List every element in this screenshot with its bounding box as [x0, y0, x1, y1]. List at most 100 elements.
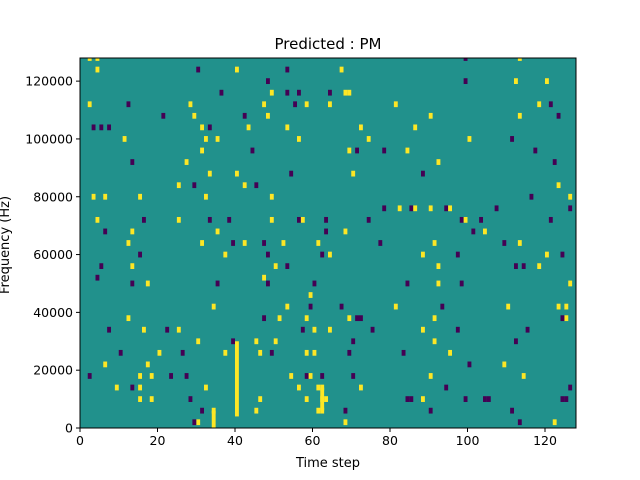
heatmap-cell: [401, 349, 406, 356]
heatmap-cell: [107, 326, 112, 333]
heatmap-cell: [269, 193, 274, 200]
heatmap-cell: [273, 338, 278, 345]
heatmap-cell: [463, 58, 468, 61]
heatmap-cell: [204, 193, 208, 200]
x-axis-label: Time step: [295, 456, 360, 471]
heatmap-cell: [351, 338, 356, 345]
heatmap-cell: [184, 373, 189, 379]
heatmap-cell: [126, 240, 131, 246]
chart-title: Predicted : PM: [275, 35, 382, 53]
heatmap-cell: [560, 315, 565, 322]
heatmap-background: [80, 58, 576, 428]
heatmap-cell: [289, 170, 294, 177]
heatmap-cell: [200, 124, 205, 131]
heatmap-cell: [308, 373, 313, 379]
heatmap-cell: [304, 315, 309, 322]
heatmap-cell: [421, 251, 425, 258]
heatmap-cell: [413, 124, 418, 131]
x-tick-label: 0: [76, 433, 84, 448]
heatmap-cell: [293, 101, 298, 108]
heatmap-cell: [95, 66, 100, 73]
heatmap-cell: [359, 384, 363, 391]
heatmap-cell: [436, 263, 441, 270]
heatmap-cell: [262, 240, 267, 246]
heatmap-cell: [312, 349, 317, 356]
heatmap-cell: [517, 112, 522, 119]
heatmap-cell: [188, 396, 193, 402]
heatmap-cell: [324, 216, 329, 223]
y-tick-label: 120000: [25, 74, 73, 89]
heatmap-cell: [211, 407, 216, 414]
heatmap-cell: [145, 361, 150, 368]
heatmap-cell: [165, 326, 170, 333]
heatmap-cell: [188, 101, 193, 108]
heatmap-cell: [308, 303, 313, 310]
heatmap-cell: [242, 240, 247, 246]
x-tick-label: 80: [382, 433, 398, 448]
heatmap-cell: [510, 136, 515, 142]
heatmap-cell: [266, 78, 270, 85]
heatmap-cell: [87, 58, 92, 61]
heatmap-cell: [297, 384, 301, 391]
heatmap-cell: [324, 396, 329, 402]
heatmap-cell: [235, 66, 239, 73]
heatmap-cell: [130, 263, 135, 270]
heatmap-cell: [180, 349, 185, 356]
heatmap-cell: [432, 240, 437, 246]
heatmap-cell: [444, 205, 449, 212]
heatmap-cell: [514, 263, 518, 270]
heatmap-cell: [200, 147, 205, 154]
heatmap-cell: [130, 159, 135, 165]
heatmap-cell: [126, 101, 131, 108]
heatmap-cell: [138, 193, 143, 200]
heatmap-cell: [517, 240, 522, 246]
heatmap-cell: [262, 315, 267, 322]
heatmap-cell: [246, 124, 251, 131]
heatmap-cell: [231, 338, 236, 345]
heatmap-cell: [269, 349, 274, 356]
heatmap-cell: [254, 338, 259, 345]
y-tick-label: 20000: [33, 363, 73, 378]
heatmap-cell: [107, 124, 112, 131]
heatmap-cell: [366, 136, 371, 142]
heatmap-cell: [223, 349, 228, 356]
heatmap-cell: [118, 349, 123, 356]
heatmap-cell: [196, 338, 201, 345]
heatmap-cell: [258, 396, 263, 402]
heatmap-cell: [568, 193, 573, 200]
heatmap-cell: [502, 361, 507, 368]
heatmap-cell: [564, 315, 569, 322]
heatmap-cell: [145, 280, 150, 287]
heatmap-cell: [215, 136, 220, 142]
heatmap-cell: [568, 384, 573, 391]
heatmap-cell: [347, 147, 352, 154]
heatmap-cell: [227, 216, 232, 223]
heatmap-cell: [231, 240, 236, 246]
heatmap-cell: [184, 159, 189, 165]
heatmap-cell: [494, 205, 499, 212]
heatmap-cell: [149, 373, 154, 379]
heatmap-cell: [95, 216, 100, 223]
heatmap-cell: [192, 182, 197, 189]
heatmap-cell: [211, 410, 216, 428]
heatmap-cell: [200, 240, 205, 246]
y-tick-label: 40000: [33, 305, 73, 320]
heatmap-cell: [455, 251, 460, 258]
x-tick-label: 20: [150, 433, 166, 448]
heatmap-cell: [448, 205, 453, 212]
x-tick-label: 120: [533, 433, 557, 448]
heatmap-cell: [564, 396, 569, 402]
heatmap-cell: [192, 112, 197, 119]
heatmap-cell: [421, 170, 425, 177]
heatmap-cell: [304, 396, 309, 402]
heatmap-cell: [533, 147, 538, 154]
heatmap-cell: [343, 419, 348, 426]
heatmap-cell: [87, 373, 92, 379]
heatmap-cell: [176, 216, 181, 223]
y-tick-label: 80000: [33, 189, 73, 204]
heatmap-cell: [138, 384, 143, 391]
heatmap-cell: [548, 216, 553, 223]
heatmap-cell: [312, 326, 317, 333]
heatmap-cell: [510, 407, 515, 414]
